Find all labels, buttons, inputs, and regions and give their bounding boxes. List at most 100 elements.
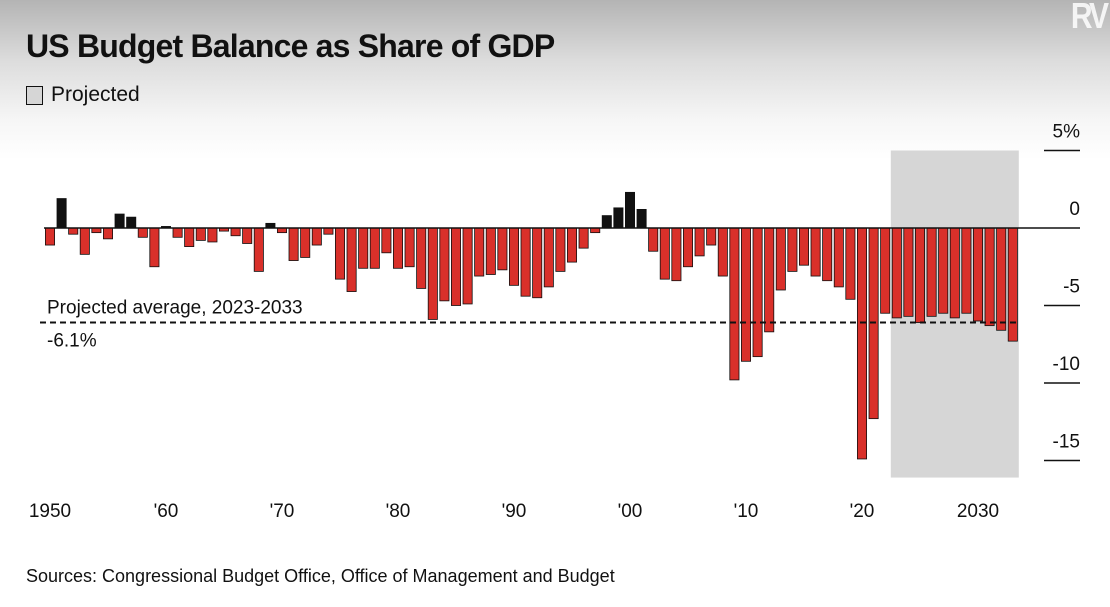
bar-2001	[636, 208, 647, 229]
legend: Projected	[26, 83, 140, 107]
bar-2002	[648, 227, 659, 252]
bar-2006	[694, 227, 705, 257]
y-tick-label: -15	[1053, 432, 1080, 453]
bar-1980	[392, 227, 403, 269]
bar-2000	[625, 191, 636, 229]
bar-1957	[126, 216, 137, 229]
bar-2020	[857, 227, 868, 460]
bar-1994	[555, 227, 566, 272]
x-tick-label: '90	[502, 501, 527, 522]
bar-2031	[984, 227, 995, 327]
y-tick-label: 5%	[1053, 122, 1081, 143]
bar-2030	[973, 227, 984, 322]
bar-1964	[207, 227, 218, 243]
bar-1958	[137, 227, 148, 238]
bar-2028	[949, 227, 960, 319]
x-tick-label: '70	[270, 501, 295, 522]
bar-2016	[810, 227, 821, 277]
bar-1977	[358, 227, 369, 269]
bar-2004	[671, 227, 682, 282]
x-tick-label: 2030	[957, 501, 999, 522]
bar-2023	[891, 227, 902, 319]
chart-title: US Budget Balance as Share of GDP	[26, 28, 555, 64]
bar-1989	[497, 227, 508, 271]
y-tick-label: -10	[1053, 354, 1080, 375]
bar-1952	[68, 227, 79, 235]
bar-2005	[683, 227, 694, 268]
bar-1985	[450, 227, 461, 306]
bar-2011	[752, 227, 763, 358]
bar-1951	[56, 198, 67, 229]
bar-1961	[172, 227, 183, 238]
bar-1993	[543, 227, 554, 288]
bar-1973	[311, 227, 322, 246]
bar-2022	[880, 227, 891, 314]
x-tick-label: '20	[850, 501, 875, 522]
bar-1984	[439, 227, 450, 302]
bar-1992	[532, 227, 543, 299]
bar-2013	[775, 227, 786, 291]
bar-1987	[474, 227, 485, 277]
bar-1968	[253, 227, 264, 272]
bar-2025	[915, 227, 926, 323]
legend-label: Projected	[51, 83, 140, 106]
bar-1956	[114, 213, 125, 229]
bar-2026	[926, 227, 937, 317]
logo: RV	[1070, 0, 1109, 37]
bar-1991	[520, 227, 531, 297]
bar-2009	[729, 227, 740, 381]
bar-1990	[508, 227, 519, 286]
bar-1981	[404, 227, 415, 268]
x-tick-label: 1950	[29, 501, 71, 522]
bar-1978	[369, 227, 380, 269]
bar-1966	[230, 227, 241, 237]
annotation-label: Projected average, 2023-2033	[47, 298, 303, 319]
bar-1953	[79, 227, 90, 255]
bar-1996	[578, 227, 589, 249]
projected-swatch-icon	[26, 85, 43, 105]
y-tick-label: 0	[1069, 199, 1080, 220]
x-tick-label: '80	[386, 501, 411, 522]
bar-1998	[601, 215, 612, 229]
bar-1995	[567, 227, 578, 263]
bar-1988	[485, 227, 496, 275]
bar-2003	[659, 227, 670, 280]
bar-2018	[833, 227, 844, 288]
bar-1959	[149, 227, 160, 268]
bar-2014	[787, 227, 798, 272]
bar-2008	[717, 227, 728, 277]
bar-1950	[45, 227, 56, 246]
bar-1962	[184, 227, 195, 248]
bar-2024	[903, 227, 914, 317]
bar-1976	[346, 227, 357, 292]
bar-1974	[323, 227, 334, 235]
y-tick-label: -5	[1063, 277, 1080, 298]
x-tick-label: '00	[618, 501, 643, 522]
bar-2017	[822, 227, 833, 282]
annotation-value: -6.1%	[47, 331, 97, 352]
bar-1982	[416, 227, 427, 289]
bar-1955	[103, 227, 114, 240]
bar-1967	[242, 227, 253, 244]
bar-2012	[764, 227, 775, 333]
bar-1975	[334, 227, 345, 280]
bar-2029	[961, 227, 972, 314]
x-tick-label: '60	[154, 501, 179, 522]
bar-2019	[845, 227, 856, 300]
bar-2027	[938, 227, 949, 314]
source-note: Sources: Congressional Budget Office, Of…	[26, 566, 615, 586]
bar-2010	[741, 227, 752, 362]
bar-1971	[288, 227, 299, 261]
bar-2033	[1007, 227, 1018, 342]
bar-1986	[462, 227, 473, 305]
bar-1983	[427, 227, 438, 320]
bar-2007	[706, 227, 717, 246]
bar-2032	[996, 227, 1007, 331]
bar-1999	[613, 207, 624, 229]
bar-2015	[799, 227, 810, 266]
bar-1972	[300, 227, 311, 258]
x-tick-label: '10	[734, 501, 759, 522]
bar-1979	[381, 227, 392, 254]
bar-1963	[195, 227, 206, 241]
